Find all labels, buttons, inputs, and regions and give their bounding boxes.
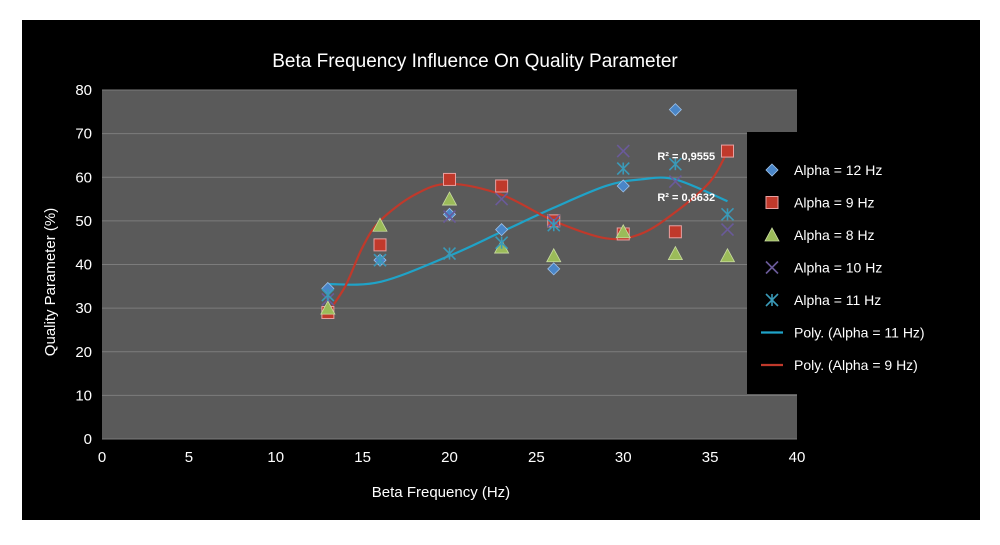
legend-marker-alpha-9 [765, 196, 779, 209]
x-tick-label: 0 [98, 449, 106, 466]
legend-label-alpha-12: Alpha = 12 Hz [794, 162, 882, 178]
data-point-alpha-11 [442, 247, 457, 261]
data-point-alpha-12 [668, 103, 682, 117]
data-point-alpha-11 [547, 218, 561, 232]
r-squared-label: R² = 0,9555 [657, 151, 715, 163]
x-tick-label: 30 [615, 449, 632, 466]
x-tick-label: 10 [267, 449, 284, 466]
data-point-alpha-12 [547, 262, 561, 276]
legend-label-alpha-9: Alpha = 9 Hz [794, 195, 875, 211]
data-point-alpha-10 [616, 144, 630, 158]
data-point-alpha-8 [320, 300, 336, 315]
data-point-alpha-11 [373, 253, 387, 267]
y-tick-label: 0 [84, 431, 92, 448]
data-point-alpha-9 [443, 172, 456, 186]
y-axis-label: Quality Parameter (%) [42, 208, 59, 356]
data-point-alpha-11 [495, 236, 509, 250]
legend-marker-alpha-8 [764, 227, 780, 242]
chart-frame: Beta Frequency Influence On Quality Para… [22, 20, 980, 520]
x-tick-label: 15 [354, 449, 371, 466]
y-tick-label: 70 [75, 126, 92, 143]
data-point-alpha-8 [719, 247, 736, 263]
data-point-alpha-8 [615, 223, 631, 239]
chart-title: Beta Frequency Influence On Quality Para… [272, 51, 678, 72]
data-point-alpha-9 [495, 179, 509, 193]
data-point-alpha-12 [495, 223, 509, 237]
trendline-alpha-11 [327, 176, 728, 286]
trendline-alpha-9 [326, 150, 729, 314]
data-point-alpha-10 [495, 192, 509, 206]
x-tick-label: 20 [441, 449, 458, 466]
data-point-alpha-10 [442, 209, 457, 224]
data-point-alpha-11 [616, 161, 630, 176]
y-tick-label: 40 [75, 257, 92, 274]
data-point-alpha-10 [668, 175, 682, 189]
x-tick-label: 35 [702, 449, 719, 466]
y-tick-label: 80 [75, 82, 92, 99]
y-tick-label: 50 [75, 213, 92, 230]
data-point-alpha-8 [667, 245, 684, 260]
legend-label-alpha-8: Alpha = 8 Hz [794, 227, 875, 243]
r-squared-label: R² = 0,8632 [657, 192, 715, 204]
legend-box [747, 132, 960, 394]
legend-marker-alpha-12 [765, 163, 779, 177]
x-tick-label: 40 [789, 449, 806, 466]
x-axis-label: Beta Frequency (Hz) [372, 484, 510, 501]
y-tick-label: 60 [75, 169, 92, 186]
y-tick-label: 10 [75, 387, 92, 404]
data-point-alpha-10 [720, 223, 735, 237]
y-tick-label: 30 [75, 300, 92, 317]
x-tick-label: 5 [185, 449, 193, 466]
legend-marker-alpha-10 [765, 260, 779, 275]
data-point-alpha-12 [616, 179, 630, 193]
legend-label-poly-9: Poly. (Alpha = 9 Hz) [794, 357, 918, 373]
y-tick-label: 20 [75, 344, 92, 361]
legend-label-alpha-10: Alpha = 10 Hz [794, 260, 882, 276]
data-point-alpha-8 [372, 217, 388, 232]
data-point-alpha-9 [373, 238, 387, 252]
legend-label-alpha-11: Alpha = 11 Hz [794, 292, 881, 308]
data-point-alpha-8 [546, 247, 562, 263]
legend-marker-alpha-11 [765, 293, 779, 307]
data-point-alpha-8 [441, 191, 458, 206]
data-point-alpha-9 [721, 144, 734, 158]
x-tick-label: 25 [528, 449, 545, 466]
data-point-alpha-9 [668, 225, 682, 239]
data-point-alpha-11 [720, 207, 735, 221]
legend: Alpha = 12 Hz Alpha = 9 Hz Alpha = 8 Hz Alp… [747, 132, 960, 394]
chart-svg: Beta Frequency Influence On Quality Para… [42, 51, 960, 501]
data-point-alpha-11 [668, 157, 682, 171]
legend-label-poly-11: Poly. (Alpha = 11 Hz) [794, 325, 925, 341]
data-point-alpha-11 [321, 288, 335, 302]
